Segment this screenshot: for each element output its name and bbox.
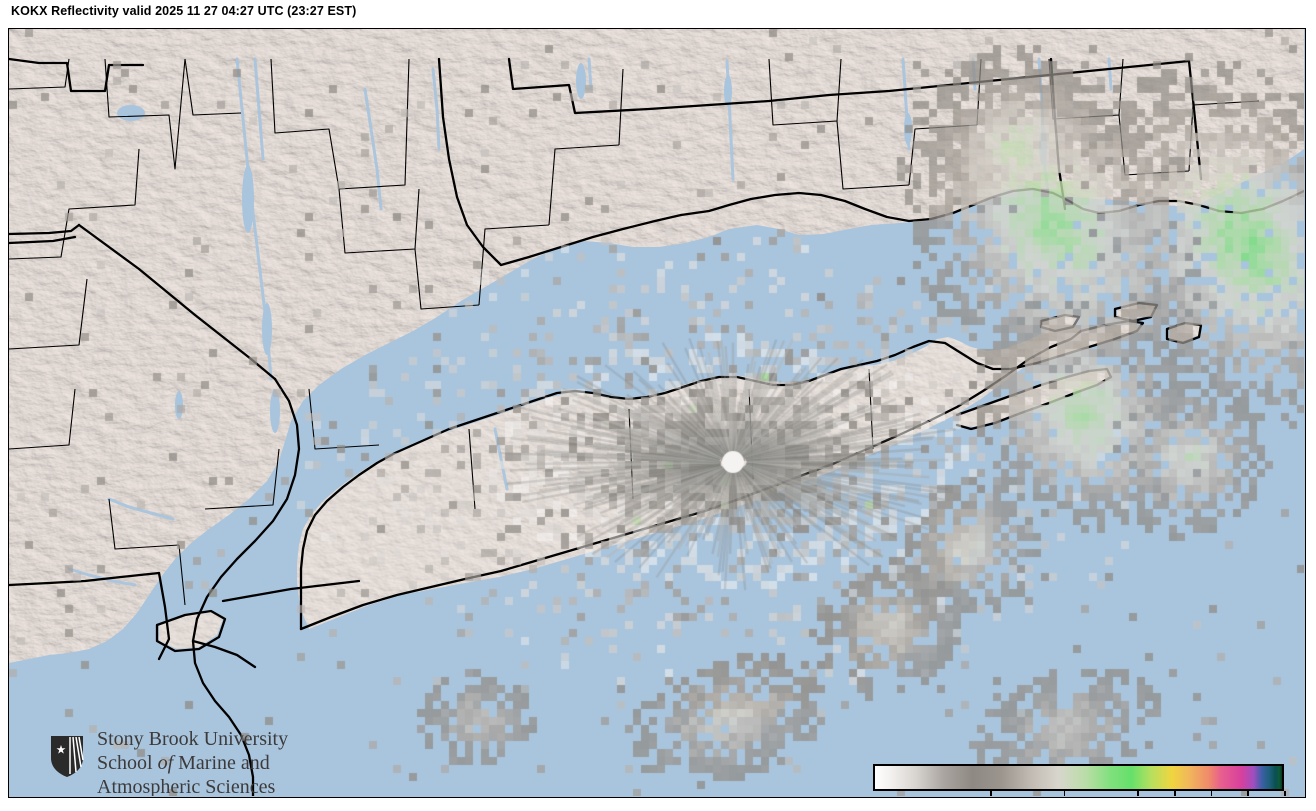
logo-line-1: Stony Brook University: [97, 728, 289, 750]
shield-icon: [51, 736, 84, 777]
reflectivity-colorbar: 0204050607080: [873, 764, 1297, 796]
colorbar-tick: [1210, 791, 1213, 796]
colorbar-gradient: [875, 766, 1282, 789]
colorbar-tick: [1173, 791, 1176, 796]
logo-line-2-emphasis: of: [157, 752, 174, 774]
colorbar-gradient-box: [873, 764, 1284, 791]
page-title: KOKX Reflectivity valid 2025 11 27 04:27…: [11, 4, 357, 18]
colorbar-tick: [1137, 791, 1139, 796]
colorbar-tick: [1284, 791, 1286, 796]
logo-text: Stony Brook University School of Marine …: [97, 727, 288, 796]
map-canvas: 0204050607080 Stony Brook University: [9, 29, 1304, 796]
stony-brook-university-logo: Stony Brook University School of Marine …: [49, 727, 319, 796]
radar-reflectivity-layer: [9, 29, 1304, 796]
logo-line-3: Atmospheric Sciences: [97, 776, 276, 796]
colorbar-tick: [1247, 791, 1249, 796]
logo-line-2: School of Marine and: [97, 752, 270, 774]
map-frame: 0204050607080 Stony Brook University: [8, 28, 1306, 798]
colorbar-tick: [1063, 791, 1066, 796]
colorbar-tick: [990, 791, 993, 796]
